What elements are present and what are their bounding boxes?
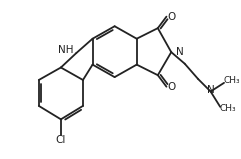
Text: NH: NH xyxy=(58,45,74,55)
Text: N: N xyxy=(207,85,214,95)
Text: CH₃: CH₃ xyxy=(223,76,240,85)
Text: Cl: Cl xyxy=(56,135,66,145)
Text: N: N xyxy=(176,47,184,57)
Text: O: O xyxy=(167,82,175,92)
Text: CH₃: CH₃ xyxy=(220,104,236,113)
Text: O: O xyxy=(167,12,175,22)
